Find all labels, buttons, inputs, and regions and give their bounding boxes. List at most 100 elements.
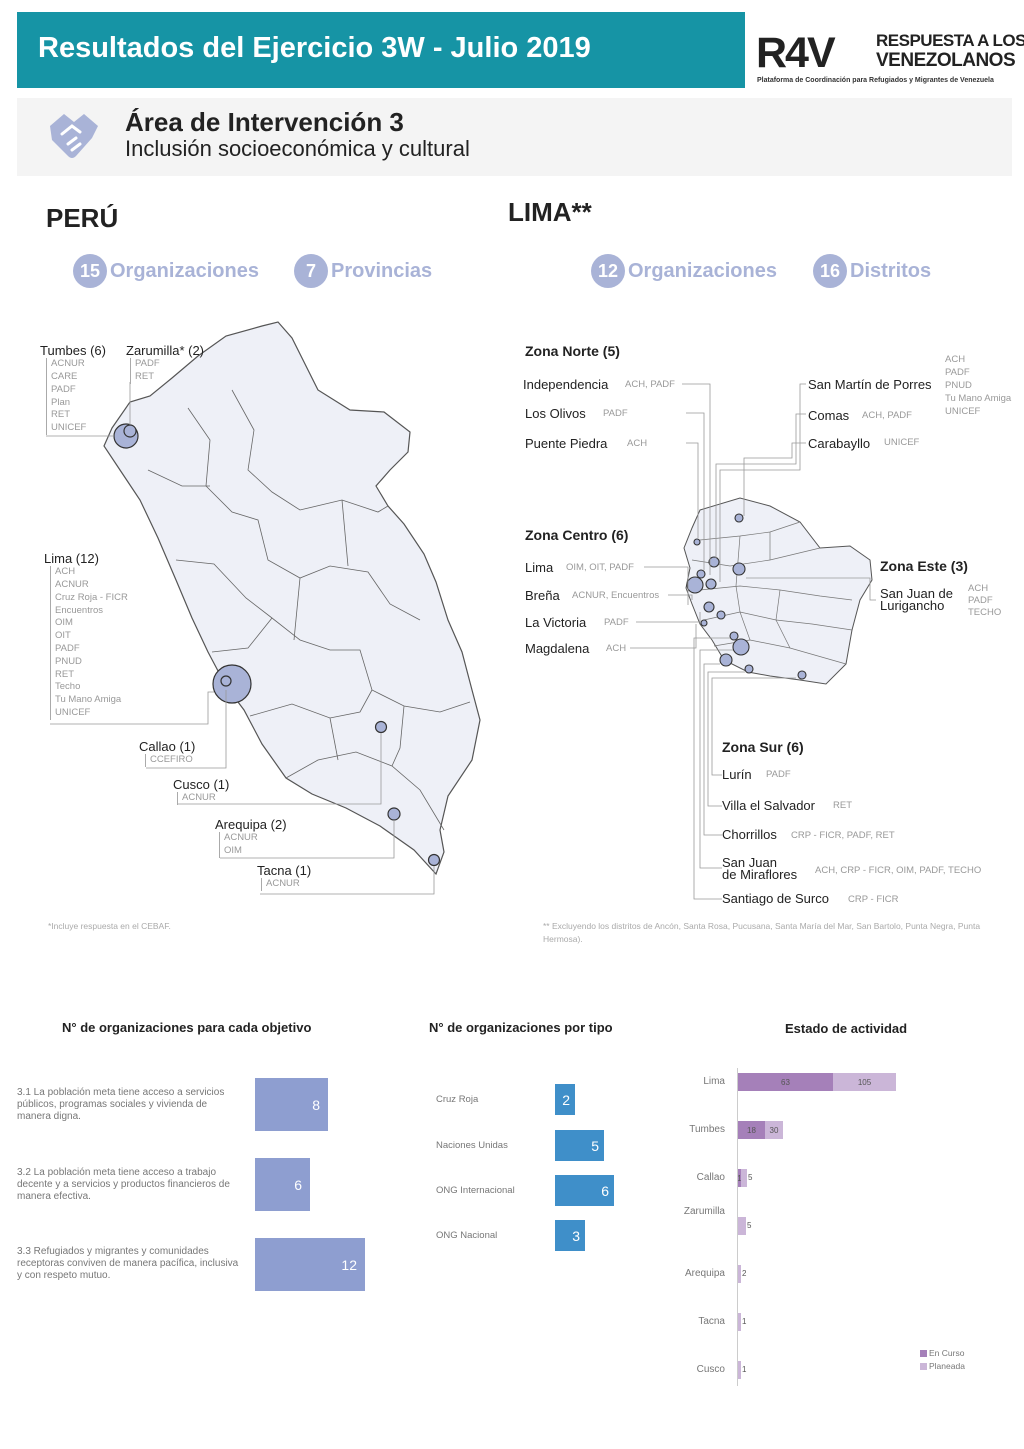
objetivo-bar: 8 [255,1078,328,1131]
estado-label: Cusco [696,1364,725,1375]
legend-en-curso: En Curso [920,1348,964,1358]
estado-value-label: 5 [747,1221,752,1230]
org: OIM [55,617,73,629]
region-name: Tacna (1) [257,863,312,878]
org: PADF [51,383,76,395]
org: Encuentros [55,604,104,616]
estado-label: Zarumilla [683,1206,725,1217]
district-puente-piedra: Puente Piedra [525,436,608,451]
org: ACNUR [266,878,300,890]
org: ACNUR [224,832,258,844]
district-sjm: San Juan de Miraflores [722,855,798,882]
peru-outline [103,321,481,876]
district-orgs: ACH, CRP - FICR, OIM, PADF, TECHO [815,865,982,876]
bubble-lima-centro [703,601,715,613]
chart-tipos-title: N° de organizaciones por tipo [429,1020,613,1035]
org: CARE [51,371,78,383]
district-ves: Villa el Salvador [722,798,815,813]
bubble-callao [220,675,232,687]
legend-planeada: Planeada [920,1361,965,1371]
legend-swatch [920,1362,927,1370]
zona-norte-title: Zona Norte (5) [525,343,620,359]
objetivo-bar: 12 [255,1238,365,1291]
district-orgs: ACH, PADF [625,379,675,390]
chart-objetivos-title: N° de organizaciones para cada objetivo [62,1020,312,1035]
org: PADF [55,643,80,655]
zona-centro-title: Zona Centro (6) [525,527,629,543]
estado-value-label: 5 [748,1173,753,1182]
legend-label: Planeada [929,1361,965,1371]
estado-bar-en-curso: 18 [738,1121,765,1139]
district-orgs: RET [833,800,852,811]
district-lurin: Lurín [722,767,752,782]
estado-bar-planeada [741,1169,747,1187]
logo-line-1: RESPUESTA A LOS [876,31,1024,50]
org: Plan [51,396,71,408]
tipo-bar: 5 [555,1130,604,1161]
district-la-victoria: La Victoria [525,615,587,630]
bubble-tacna [427,853,441,867]
bubble-smp [686,576,704,594]
org: Tu Mano Amiga [55,694,122,706]
org: CCEFIRO [150,754,193,766]
estado-value-label: 1 [742,1365,747,1374]
org: RET [51,409,70,421]
bubble-independencia [705,578,717,590]
area-title: Área de Intervención 3 [125,107,404,137]
bubble-cusco [374,720,388,734]
region-name: Cusco (1) [173,777,230,792]
bubble-sjm [732,638,750,656]
region-name: Tumbes (6) [40,343,106,358]
page-title: Resultados del Ejercicio 3W - Julio 2019 [38,32,591,64]
r4v-logo: R4V [756,29,836,77]
district-los-olivos: Los Olivos [525,406,586,421]
org: ACNUR [182,792,216,804]
bubble-surco [729,631,739,641]
district-orgs: ACH PADF PNUD Tu Mano Amiga UNICEF [945,354,1012,417]
region-lima: Lima (12) ACH ACNUR Cruz Roja - FICR Enc… [44,551,128,720]
district-orgs: ACH [606,643,627,654]
stat-label: Organizaciones [628,259,777,282]
org: UNICEF [51,422,87,434]
org: ACH [55,566,76,578]
org: PNUD [55,655,82,667]
org: ACNUR [51,358,85,370]
tipo-label: ONG Internacional [436,1185,515,1196]
district-orgs: CRP - FICR, PADF, RET [791,830,895,841]
org: Cruz Roja - FICR [55,591,128,603]
district-smp: San Martín de Porres [808,377,932,392]
bubble-lurin [797,670,807,680]
zona-este-title: Zona Este (3) [880,558,968,574]
region-name: Zarumilla* (2) [126,343,205,358]
district-orgs: OIM, OIT, PADF [566,562,634,573]
estado-axis [737,1068,738,1386]
district-magdalena: Magdalena [525,641,590,656]
district-orgs: ACNUR, Encuentros [572,590,660,601]
estado-value-label: 2 [742,1269,747,1278]
estado-label: Lima [703,1076,725,1087]
estado-label: Tumbes [689,1124,725,1135]
stat-label: Provincias [331,259,433,282]
region-tacna: Tacna (1) ACNUR [257,863,312,892]
district-chorrillos: Chorrillos [722,827,777,842]
region-name: Callao (1) [139,739,196,754]
peru-stat-provincias: 7 Provincias [294,254,432,288]
area-subtitle: Inclusión socioeconómica y cultural [125,136,470,161]
logo-subtitle: Plataforma de Coordinación para Refugiad… [757,77,994,84]
objetivo-label: 3.2 La población meta tiene acceso a tra… [17,1167,230,1202]
bubble-la-victoria [716,610,726,620]
district-lima: Lima [525,560,554,575]
legend-swatch [920,1349,927,1357]
region-zarumilla: Zarumilla* (2) PADF RET [126,343,205,384]
stat-label: Organizaciones [110,259,259,282]
district-sjl: San Juan de Lurigancho [880,586,954,613]
bubble-magdalena [700,619,708,627]
chart-estado-title: Estado de actividad [785,1021,908,1036]
logo-line-2: VENEZOLANOS [876,50,1016,71]
estado-bar-planeada: 30 [765,1121,783,1139]
objetivo-bar: 6 [255,1158,310,1211]
lima-title: LIMA** [508,197,592,227]
district-orgs: ACH [627,438,648,449]
